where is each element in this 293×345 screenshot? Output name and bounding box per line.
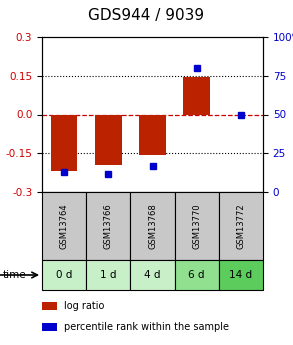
Bar [139, 115, 166, 155]
Bar [42, 323, 57, 332]
Bar [86, 260, 130, 290]
Bar [175, 192, 219, 260]
Text: time: time [3, 270, 27, 280]
Text: 6 d: 6 d [188, 270, 205, 280]
Text: 4 d: 4 d [144, 270, 161, 280]
Text: percentile rank within the sample: percentile rank within the sample [64, 322, 229, 332]
Text: log ratio: log ratio [64, 301, 105, 311]
Bar [42, 302, 57, 310]
Bar [51, 115, 77, 171]
Bar [175, 260, 219, 290]
Text: GSM13766: GSM13766 [104, 203, 113, 249]
Text: GSM13772: GSM13772 [236, 203, 246, 249]
Text: GSM13768: GSM13768 [148, 203, 157, 249]
Bar [219, 192, 263, 260]
Bar [86, 192, 130, 260]
Text: 0 d: 0 d [56, 270, 72, 280]
Bar [42, 192, 86, 260]
Bar [130, 260, 175, 290]
Text: GDS944 / 9039: GDS944 / 9039 [88, 8, 205, 23]
Bar [130, 192, 175, 260]
Text: 14 d: 14 d [229, 270, 253, 280]
Bar [219, 260, 263, 290]
Bar [42, 260, 86, 290]
Text: GSM13770: GSM13770 [192, 203, 201, 249]
Text: GSM13764: GSM13764 [59, 203, 69, 249]
Text: 1 d: 1 d [100, 270, 117, 280]
Bar [183, 77, 210, 115]
Bar [95, 115, 122, 165]
